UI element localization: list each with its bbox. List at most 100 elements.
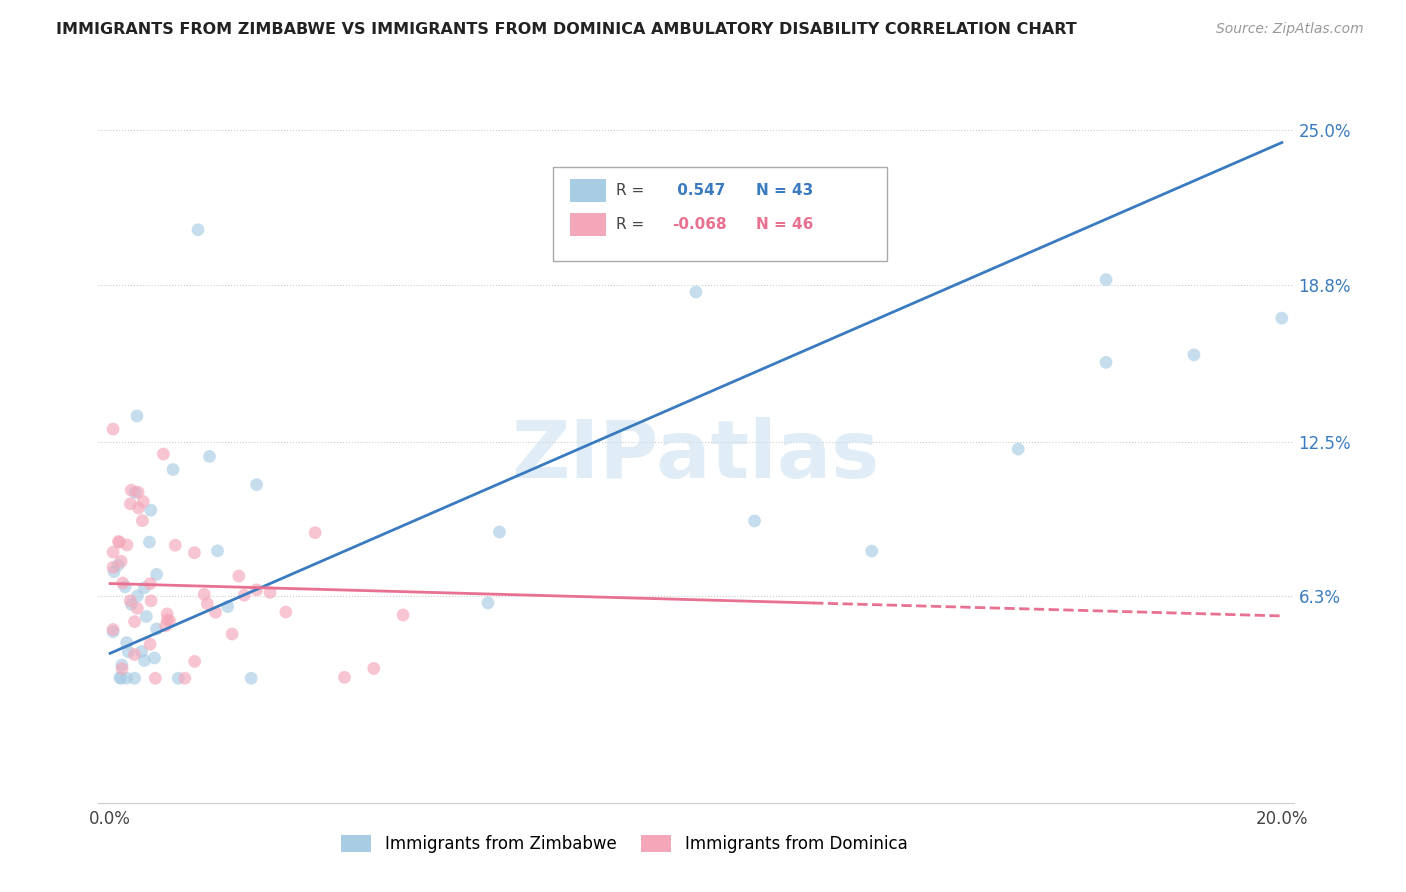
FancyBboxPatch shape — [553, 167, 887, 260]
Point — [135, 609, 157, 624]
Point — [143, 651, 166, 665]
Point — [183, 654, 205, 668]
Point — [259, 585, 281, 599]
Point — [110, 554, 132, 568]
Point — [107, 534, 129, 549]
Point — [204, 605, 226, 619]
Point — [304, 525, 326, 540]
Point — [173, 671, 195, 685]
Point — [115, 538, 138, 552]
Point — [117, 645, 139, 659]
Point — [143, 671, 166, 685]
Point — [1271, 311, 1294, 326]
Point — [128, 500, 150, 515]
Point — [162, 462, 184, 476]
Point — [120, 597, 142, 611]
Point — [134, 581, 156, 595]
Point — [115, 671, 138, 685]
Point — [124, 671, 146, 685]
Point — [152, 447, 174, 461]
Point — [134, 653, 156, 667]
Point — [167, 671, 190, 685]
FancyBboxPatch shape — [571, 178, 606, 202]
Point — [127, 589, 149, 603]
Point — [392, 607, 415, 622]
Point — [246, 477, 269, 491]
Point — [111, 662, 134, 676]
Point — [107, 558, 129, 572]
Point — [139, 637, 162, 651]
Text: IMMIGRANTS FROM ZIMBABWE VS IMMIGRANTS FROM DOMINICA AMBULATORY DISABILITY CORRE: IMMIGRANTS FROM ZIMBABWE VS IMMIGRANTS F… — [56, 22, 1077, 37]
Point — [101, 623, 124, 637]
Point — [108, 535, 131, 549]
Point — [132, 494, 155, 508]
Point — [207, 544, 229, 558]
Point — [120, 497, 142, 511]
Point — [1007, 442, 1029, 456]
Text: ZIPatlas: ZIPatlas — [512, 417, 880, 495]
Point — [1095, 355, 1118, 369]
Point — [145, 567, 167, 582]
Point — [101, 422, 124, 436]
Point — [101, 624, 124, 639]
Point — [124, 615, 146, 629]
Point — [145, 622, 167, 636]
Text: R =: R = — [616, 218, 644, 232]
Point — [221, 627, 243, 641]
Point — [228, 61, 250, 75]
Point — [744, 514, 766, 528]
Point — [195, 597, 218, 611]
Point — [111, 576, 134, 591]
Point — [124, 648, 146, 662]
Point — [240, 671, 263, 685]
Point — [114, 580, 136, 594]
Text: -0.068: -0.068 — [672, 218, 727, 232]
Point — [155, 619, 177, 633]
Point — [228, 569, 250, 583]
Point — [246, 582, 269, 597]
Point — [124, 485, 146, 500]
Point — [233, 588, 256, 602]
Text: N = 46: N = 46 — [756, 218, 813, 232]
Point — [156, 607, 179, 621]
Point — [187, 223, 209, 237]
Point — [488, 524, 510, 539]
Point — [363, 661, 385, 675]
Point — [103, 565, 125, 579]
Point — [1095, 272, 1118, 286]
Point — [156, 613, 179, 627]
Point — [183, 546, 205, 560]
Point — [125, 409, 148, 423]
Point — [217, 599, 239, 614]
Point — [110, 671, 132, 685]
Point — [120, 483, 142, 498]
Point — [111, 658, 134, 673]
Point — [127, 601, 149, 615]
Text: R =: R = — [616, 183, 644, 198]
Point — [131, 514, 153, 528]
Point — [101, 545, 124, 559]
Text: Source: ZipAtlas.com: Source: ZipAtlas.com — [1216, 22, 1364, 37]
Point — [333, 670, 356, 684]
Point — [193, 587, 215, 601]
Point — [138, 535, 160, 549]
Point — [1182, 348, 1205, 362]
Text: 0.547: 0.547 — [672, 183, 725, 198]
Point — [101, 560, 124, 574]
Point — [139, 576, 162, 591]
Point — [159, 614, 181, 628]
Text: N = 43: N = 43 — [756, 183, 813, 198]
Point — [860, 544, 883, 558]
Point — [198, 450, 221, 464]
Point — [139, 503, 162, 517]
Point — [274, 605, 297, 619]
Point — [108, 671, 131, 685]
FancyBboxPatch shape — [571, 213, 606, 236]
Point — [165, 538, 187, 552]
Point — [685, 285, 707, 299]
Point — [115, 635, 138, 649]
Point — [127, 485, 149, 500]
Point — [131, 644, 153, 658]
Legend: Immigrants from Zimbabwe, Immigrants from Dominica: Immigrants from Zimbabwe, Immigrants fro… — [335, 828, 914, 860]
Point — [120, 593, 142, 607]
